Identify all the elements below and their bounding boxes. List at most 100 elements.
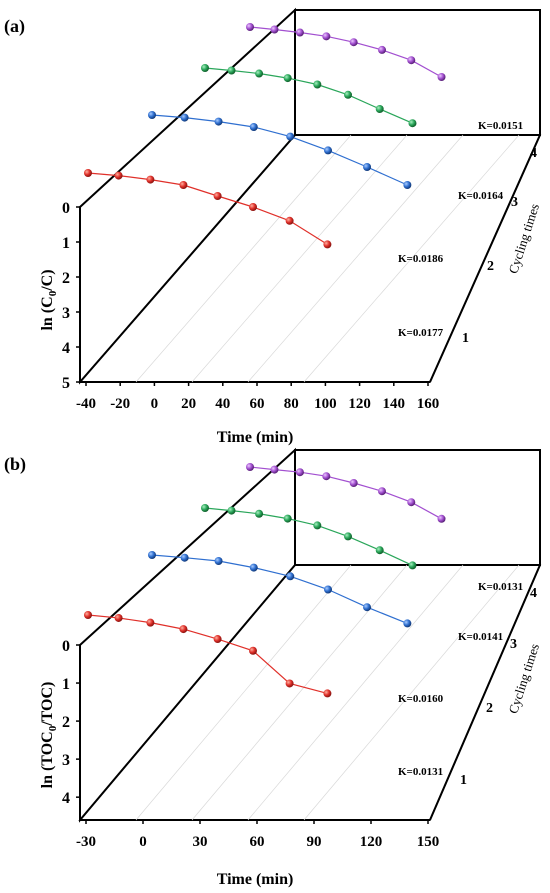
- y-tick-label: 3: [62, 752, 70, 769]
- y-tick-labels: 0 1 2 3 4 5: [62, 200, 80, 392]
- z-tick-labels: 1 2 3 4: [460, 586, 537, 788]
- z-tick-label: 4: [530, 146, 537, 161]
- z-axis-label: Cycling times: [505, 642, 542, 716]
- z-tick-label: 2: [486, 701, 493, 716]
- series-line-3: [204, 67, 413, 124]
- data-point: [322, 32, 331, 41]
- back-wall-right: [294, 9, 541, 136]
- y-axis-label-tail: /TOC): [39, 682, 56, 727]
- data-point: [114, 613, 123, 622]
- data-point: [246, 463, 254, 471]
- data-series-group: [84, 23, 446, 249]
- floor-grid: [135, 564, 520, 821]
- data-point: [286, 132, 295, 141]
- y-axis-label-sub: 0: [47, 725, 59, 731]
- data-point: [295, 28, 304, 37]
- x-axis-label: Time (min): [217, 871, 294, 888]
- data-point: [249, 123, 258, 131]
- data-point: [285, 216, 294, 225]
- data-point: [313, 80, 322, 89]
- x-tick-label: 60: [250, 834, 265, 850]
- z-tick-label: 1: [460, 773, 467, 788]
- data-point: [407, 56, 416, 65]
- back-wall-left: [79, 7, 296, 385]
- data-point: [408, 119, 417, 128]
- data-point: [227, 506, 236, 515]
- y-axis-label-main: ln (C: [39, 296, 56, 330]
- data-point: [349, 479, 358, 487]
- data-point: [283, 514, 292, 523]
- data-point: [180, 113, 189, 122]
- data-point: [403, 181, 412, 189]
- series-line-1: [87, 172, 328, 245]
- data-point: [255, 69, 264, 78]
- data-point: [375, 105, 384, 113]
- x-tick-label: 20: [181, 396, 196, 412]
- data-point: [201, 64, 209, 72]
- x-tick-label: 120: [348, 396, 371, 412]
- k-label-group: K=0.0177 K=0.0186 K=0.0164 K=0.0151: [398, 120, 523, 339]
- y-axis-label-tail: /C): [39, 269, 56, 291]
- z-tick-label: 2: [487, 259, 494, 274]
- x-tick-labels: -40 -20 0 20 40 60 80 100 120 140 160: [76, 382, 439, 412]
- series-line-1: [87, 614, 328, 694]
- z-tick-label: 3: [511, 195, 518, 210]
- data-point: [437, 73, 446, 81]
- back-wall-right: [294, 449, 541, 566]
- data-point: [213, 635, 222, 644]
- k-value-label: K=0.0141: [458, 631, 503, 643]
- k-value-label: K=0.0131: [398, 766, 443, 778]
- k-value-label: K=0.0131: [478, 581, 523, 593]
- z-tick-label: 1: [462, 331, 469, 346]
- data-series-group: [84, 463, 446, 698]
- series-line-2: [151, 554, 408, 624]
- floor-grid: [135, 134, 520, 383]
- x-tick-label: 0: [151, 396, 159, 412]
- data-point: [148, 551, 156, 559]
- z-tick-labels: 1 2 3 4: [462, 146, 537, 346]
- data-point: [322, 472, 331, 481]
- y-axis-label-sub: 0: [47, 290, 59, 296]
- data-point: [344, 532, 352, 541]
- data-point: [270, 25, 279, 34]
- k-value-label: K=0.0177: [398, 327, 444, 339]
- z-axis-label: Cycling times: [505, 202, 542, 276]
- x-tick-label: 60: [250, 396, 265, 412]
- data-point: [323, 689, 332, 698]
- data-point: [270, 465, 279, 474]
- data-point: [313, 521, 322, 530]
- data-point: [408, 561, 417, 570]
- y-tick-label: 0: [62, 200, 70, 217]
- data-point: [255, 509, 264, 518]
- x-tick-label: 160: [417, 396, 440, 412]
- data-point: [324, 146, 332, 155]
- data-point: [249, 203, 257, 211]
- y-tick-label: 0: [62, 638, 70, 655]
- data-point: [324, 585, 332, 594]
- x-tick-label: 100: [314, 396, 337, 412]
- series-line-4: [249, 26, 442, 78]
- data-point: [179, 181, 188, 189]
- data-point: [246, 23, 254, 31]
- data-point: [146, 175, 155, 184]
- y-tick-label: 4: [62, 340, 70, 357]
- y-tick-label: 2: [62, 270, 70, 287]
- data-point: [363, 163, 372, 171]
- data-point: [214, 117, 223, 126]
- data-point: [378, 487, 386, 496]
- y-tick-label: 5: [62, 375, 70, 392]
- x-tick-label: 80: [284, 396, 299, 412]
- data-point: [349, 38, 358, 47]
- data-point: [84, 611, 92, 619]
- data-point: [295, 468, 304, 477]
- data-point: [407, 498, 416, 507]
- data-point: [213, 192, 222, 200]
- x-tick-label: 30: [193, 834, 208, 850]
- k-value-label: K=0.0160: [398, 693, 444, 705]
- k-label-group: K=0.0131 K=0.0160 K=0.0141 K=0.0131: [398, 581, 523, 778]
- y-tick-label: 2: [62, 714, 70, 731]
- y-tick-label: 1: [62, 235, 70, 252]
- x-tick-label: 150: [417, 834, 440, 850]
